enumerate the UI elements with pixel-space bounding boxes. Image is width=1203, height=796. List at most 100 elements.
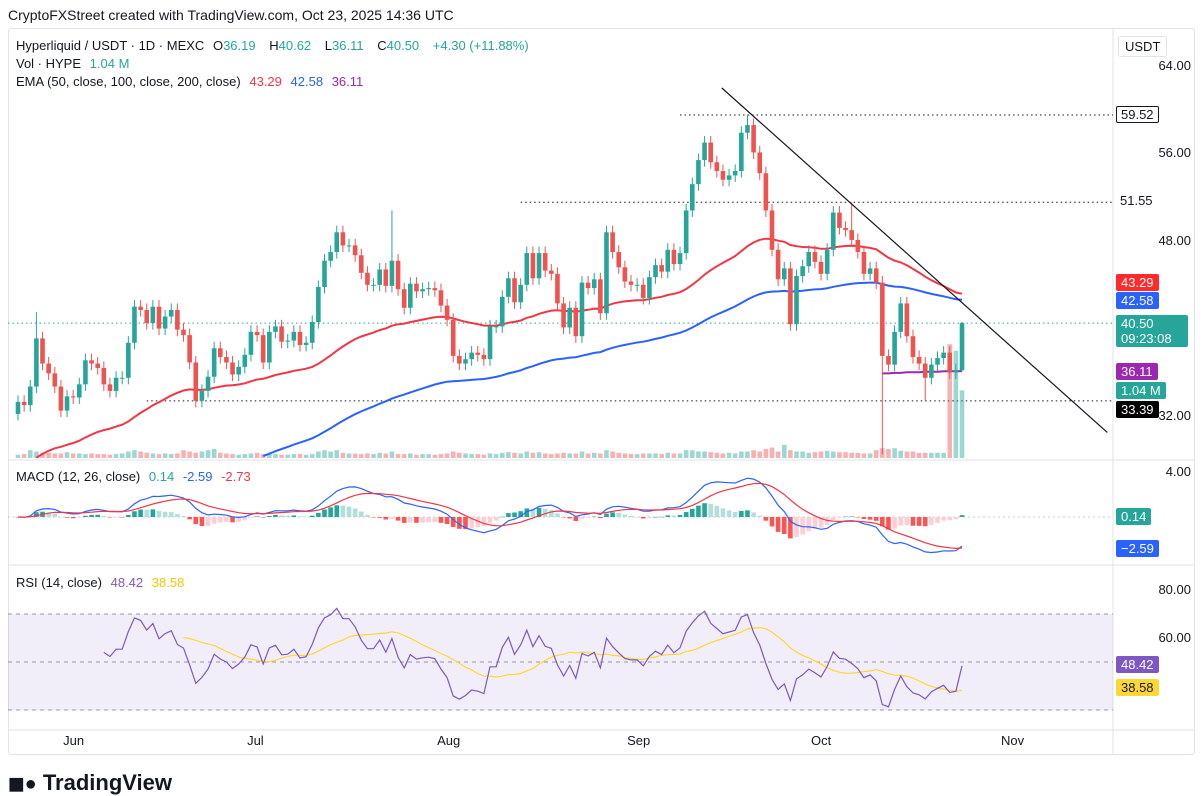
macd-histogram-bar bbox=[126, 514, 131, 517]
candle bbox=[837, 212, 842, 228]
level-tag-51: 51.55 bbox=[1116, 193, 1157, 208]
symbol-name: Hyperliquid / USDT · 1D · MEXC bbox=[16, 38, 205, 53]
candle bbox=[328, 251, 333, 261]
macd-histogram-bar bbox=[604, 513, 609, 517]
volume-legend[interactable]: Vol · HYPE 1.04 M bbox=[16, 56, 134, 71]
macd-histogram-bar bbox=[499, 516, 505, 518]
macd-histogram-bar bbox=[690, 508, 695, 517]
time-axis-label: Jul bbox=[247, 733, 264, 748]
macd-histogram-bar bbox=[751, 512, 756, 517]
volume-bar bbox=[659, 454, 664, 458]
macd-histogram-bar bbox=[880, 517, 885, 527]
candle bbox=[334, 232, 340, 252]
candle bbox=[432, 288, 438, 291]
candle bbox=[696, 160, 701, 185]
macd-histogram-bar bbox=[371, 517, 376, 518]
volume-bar bbox=[916, 452, 922, 458]
macd-histogram-bar bbox=[199, 517, 205, 527]
volume-bar bbox=[322, 450, 327, 458]
ohlc-close: C40.50 bbox=[377, 38, 420, 53]
chart-attribution: CryptoFXStreet created with TradingView.… bbox=[8, 7, 454, 23]
macd-histogram-bar bbox=[524, 508, 530, 517]
macd-histogram-bar bbox=[849, 516, 854, 517]
volume-bar bbox=[463, 453, 468, 458]
time-axis-label: Sep bbox=[627, 733, 651, 748]
macd-histogram-bar bbox=[683, 512, 689, 517]
time-axis-label: Oct bbox=[811, 733, 832, 748]
candle bbox=[824, 249, 830, 274]
macd-histogram-bar bbox=[512, 512, 517, 517]
volume-bar bbox=[708, 452, 713, 458]
volume-bar bbox=[297, 454, 303, 458]
macd-histogram-bar bbox=[420, 517, 425, 523]
currency-button[interactable]: USDT bbox=[1118, 36, 1168, 57]
volume-bar bbox=[156, 454, 162, 458]
macd-histogram-bar bbox=[395, 517, 401, 521]
macd-histogram-bar bbox=[450, 517, 456, 527]
macd-histogram-bar bbox=[187, 517, 192, 520]
candle bbox=[524, 253, 530, 285]
candle bbox=[248, 331, 254, 355]
rsi-legend[interactable]: RSI (14, close) 48.42 38.58 bbox=[16, 575, 189, 590]
macd-histogram-bar bbox=[291, 515, 297, 517]
candle bbox=[181, 329, 186, 336]
macd-histogram-bar bbox=[217, 517, 223, 523]
macd-histogram-bar bbox=[904, 517, 910, 526]
volume-bar bbox=[671, 453, 677, 458]
candle bbox=[40, 338, 45, 364]
macd-legend[interactable]: MACD (12, 26, close) 0.14 -2.59 -2.73 bbox=[16, 469, 256, 484]
macd-histogram-bar bbox=[211, 517, 217, 524]
volume-bar bbox=[175, 453, 180, 458]
volume-bar bbox=[530, 452, 536, 458]
candle bbox=[15, 401, 21, 414]
price-tick: 32.00 bbox=[1158, 408, 1191, 423]
candle bbox=[58, 386, 64, 411]
ema-legend[interactable]: EMA (50, close, 100, close, 200, close) … bbox=[16, 74, 368, 89]
candle bbox=[493, 326, 499, 328]
macd-signal-value: -2.73 bbox=[221, 469, 251, 484]
candle bbox=[628, 281, 634, 285]
rsi-band bbox=[8, 613, 1113, 711]
macd-hist-value: 0.14 bbox=[148, 469, 175, 484]
price-tag-value: 40.50 bbox=[1121, 316, 1154, 331]
candle bbox=[849, 230, 854, 240]
symbol-legend[interactable]: Hyperliquid / USDT · 1D · MEXC O36.19 H4… bbox=[16, 38, 534, 53]
level-tag-59: 59.52 bbox=[1116, 106, 1159, 123]
candle bbox=[309, 321, 315, 343]
volume-bar bbox=[604, 450, 609, 458]
volume-bar bbox=[843, 452, 848, 458]
candle bbox=[260, 335, 266, 363]
volume-bar bbox=[438, 454, 444, 458]
volume-bar bbox=[585, 453, 591, 458]
volume-bar bbox=[187, 451, 192, 458]
macd-histogram-bar bbox=[647, 517, 652, 519]
candle bbox=[499, 296, 505, 327]
macd-histogram-bar bbox=[444, 517, 450, 525]
candle bbox=[420, 289, 425, 292]
tradingview-logo[interactable]: ◼● TradingView bbox=[8, 770, 172, 796]
volume-bar bbox=[475, 454, 481, 458]
candle bbox=[549, 270, 554, 274]
macd-histogram-bar bbox=[175, 514, 180, 517]
macd-histogram-bar bbox=[830, 517, 836, 521]
macd-histogram-bar bbox=[585, 517, 591, 518]
volume-bar bbox=[377, 452, 382, 458]
macd-histogram-bar bbox=[89, 514, 94, 517]
volume-bar bbox=[83, 454, 88, 458]
candle bbox=[481, 354, 487, 360]
volume-bar bbox=[291, 454, 297, 458]
volume-bar bbox=[861, 453, 867, 458]
macd-histogram-bar bbox=[929, 517, 934, 525]
candle bbox=[389, 260, 395, 286]
candle bbox=[806, 251, 812, 267]
macd-histogram-bar bbox=[561, 517, 566, 518]
macd-histogram-bar bbox=[702, 503, 707, 517]
volume-bar bbox=[469, 454, 474, 458]
macd-histogram-bar bbox=[365, 514, 370, 517]
volume-bar bbox=[352, 453, 358, 458]
volume-bar bbox=[426, 454, 432, 458]
macd-histogram-bar bbox=[941, 517, 946, 521]
candle bbox=[414, 283, 419, 292]
trendline bbox=[721, 87, 1108, 433]
